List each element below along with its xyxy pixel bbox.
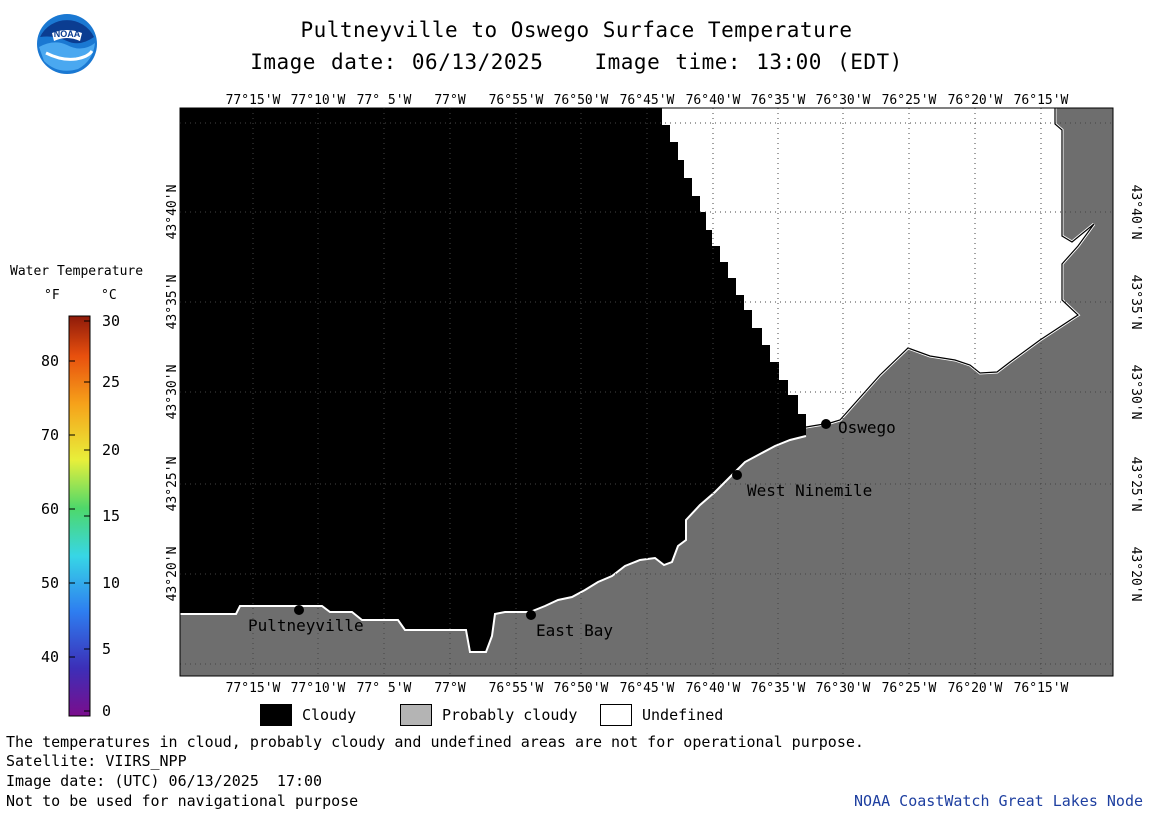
category-key: Cloudy Probably cloudy Undefined <box>0 704 1153 730</box>
footer-satellite: Satellite: VIIRS_NPP <box>6 752 187 770</box>
map-title: Pultneyville to Oswego Surface Temperatu… <box>300 18 853 42</box>
legend-unit-fahrenheit: °F <box>44 288 60 303</box>
lon-label-bottom: 77°15'W <box>226 681 281 696</box>
legend-c-tick: 0 <box>102 702 112 720</box>
lon-label-bottom: 76°45'W <box>620 681 675 696</box>
key-cloudy: Cloudy <box>260 704 356 726</box>
legend-f-tick: 40 <box>40 648 59 666</box>
place-label-pultneyville: Pultneyville <box>248 616 364 635</box>
noaa-logo-text: NOAA <box>54 29 81 39</box>
lon-label-bottom: 77°10'W <box>291 681 346 696</box>
legend-f-tick: 60 <box>40 500 59 518</box>
lon-label-bottom: 77° 5'W <box>357 681 412 696</box>
key-cloudy-label: Cloudy <box>302 706 357 724</box>
lon-label-top: 76°15'W <box>1014 93 1069 108</box>
footer-utc-date: Image date: (UTC) 06/13/2025 17:00 <box>6 772 323 790</box>
lon-label-top: 76°25'W <box>882 93 937 108</box>
lon-label-top: 76°50'W <box>554 93 609 108</box>
key-probably-cloudy-swatch <box>400 704 432 726</box>
legend-c-tick: 25 <box>102 373 121 391</box>
place-label-east-bay: East Bay <box>536 621 613 640</box>
lon-label-top: 76°35'W <box>751 93 806 108</box>
shoreline-south <box>180 435 807 653</box>
lon-label-bottom: 76°40'W <box>686 681 741 696</box>
key-cloudy-swatch <box>260 704 292 726</box>
lon-label-bottom: 76°15'W <box>1014 681 1069 696</box>
key-undefined-label: Undefined <box>642 706 724 724</box>
image-time: Image time: 13:00 (EDT) <box>594 50 903 74</box>
lon-label-top: 76°20'W <box>948 93 1003 108</box>
lat-label-left: 43°35'N <box>165 275 180 330</box>
legend-c-tick: 5 <box>102 640 112 658</box>
graticule <box>180 108 1113 676</box>
place-label-oswego: Oswego <box>838 418 896 437</box>
cloudy-region <box>180 108 806 652</box>
lon-label-top: 76°55'W <box>489 93 544 108</box>
lat-label-left: 43°20'N <box>165 547 180 602</box>
place-marker-east-bay <box>526 610 536 620</box>
legend-f-tick: 70 <box>40 426 59 444</box>
legend-title: Water Temperature <box>10 264 144 279</box>
lat-label-left: 43°40'N <box>165 185 180 240</box>
lon-label-top: 76°30'W <box>816 93 871 108</box>
lat-label-left: 43°30'N <box>165 365 180 420</box>
place-marker-pultneyville <box>294 605 304 615</box>
lon-label-bottom: 76°50'W <box>554 681 609 696</box>
place-marker-west-ninemile <box>732 470 742 480</box>
lat-label-right: 43°20'N <box>1128 547 1143 602</box>
lat-label-right: 43°30'N <box>1128 365 1143 420</box>
lon-label-bottom: 76°30'W <box>816 681 871 696</box>
color-bar-ticks <box>69 320 90 712</box>
key-undefined: Undefined <box>600 704 723 726</box>
place-label-west-ninemile: West Ninemile <box>747 481 872 500</box>
legend-c-tick: 10 <box>102 574 121 592</box>
footer-note: The temperatures in cloud, probably clou… <box>6 733 864 751</box>
lon-label-bottom: 76°20'W <box>948 681 1003 696</box>
lon-label-top: 76°45'W <box>620 93 675 108</box>
map-frame <box>179 107 1114 677</box>
legend-unit-celsius: °C <box>101 288 117 303</box>
lat-label-right: 43°25'N <box>1128 457 1143 512</box>
legend-c-tick: 15 <box>102 507 121 525</box>
image-datetime: Image date: 06/13/2025 Image time: 13:00… <box>0 50 1153 74</box>
lon-label-top: 76°40'W <box>686 93 741 108</box>
key-probably-cloudy-label: Probably cloudy <box>442 706 578 724</box>
place-marker-oswego <box>821 419 831 429</box>
legend-c-tick: 30 <box>102 312 121 330</box>
key-undefined-swatch <box>600 704 632 726</box>
lon-label-top: 77°10'W <box>291 93 346 108</box>
shoreline-east-edge <box>799 108 1095 429</box>
lon-label-top: 77° 5'W <box>357 93 412 108</box>
lon-label-bottom: 76°35'W <box>751 681 806 696</box>
lat-label-right: 43°40'N <box>1128 185 1143 240</box>
key-probably-cloudy: Probably cloudy <box>400 704 577 726</box>
image-date: Image date: 06/13/2025 <box>250 50 544 74</box>
footer-credit: NOAA CoastWatch Great Lakes Node <box>854 792 1143 810</box>
footer-nav-warning: Not to be used for navigational purpose <box>6 792 359 810</box>
noaa-logo-icon: NOAA <box>37 14 97 74</box>
lon-label-bottom: 76°25'W <box>882 681 937 696</box>
lon-label-bottom: 77°W <box>434 681 465 696</box>
lon-label-top: 77°15'W <box>226 93 281 108</box>
legend-f-tick: 50 <box>40 574 59 592</box>
lon-label-top: 77°W <box>434 93 465 108</box>
legend-c-tick: 20 <box>102 441 121 459</box>
lat-label-right: 43°35'N <box>1128 275 1143 330</box>
legend-f-tick: 80 <box>40 352 59 370</box>
lon-label-bottom: 76°55'W <box>489 681 544 696</box>
lat-label-left: 43°25'N <box>165 457 180 512</box>
